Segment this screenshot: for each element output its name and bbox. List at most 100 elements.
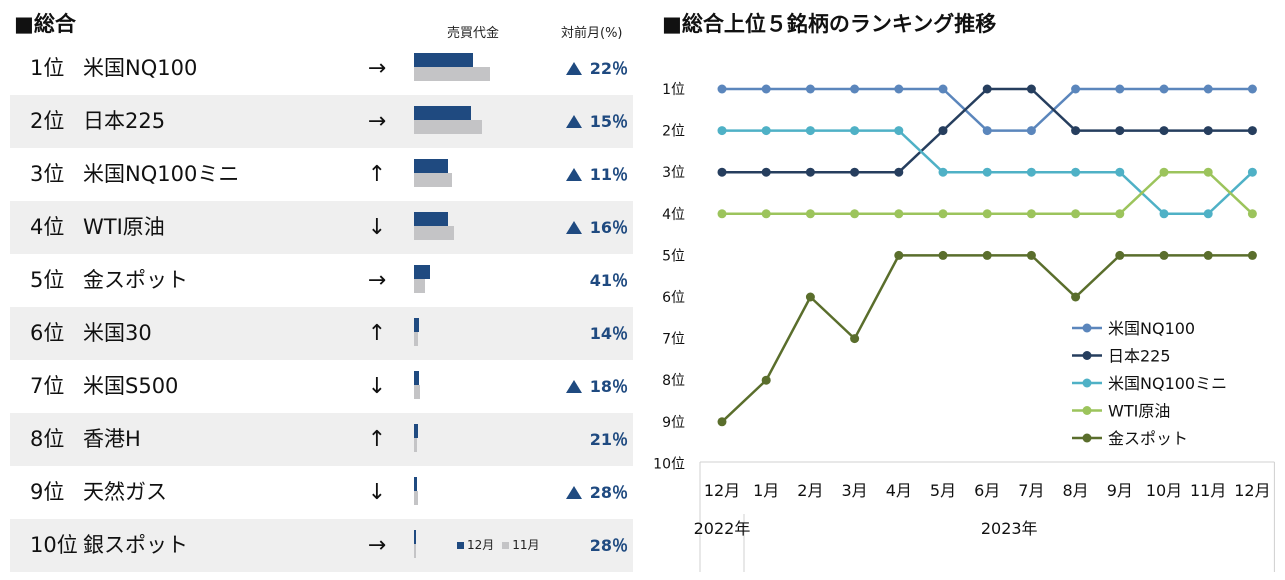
x-tick-label: 8月 xyxy=(1063,481,1089,500)
data-point xyxy=(1026,209,1036,219)
rank-label: 7位 xyxy=(30,374,65,398)
data-point xyxy=(894,250,904,260)
change-value: 21％ xyxy=(590,413,628,466)
y-tick-label: 9位 xyxy=(662,415,685,431)
data-point xyxy=(1203,126,1213,136)
series-line xyxy=(721,254,1253,423)
x-tick-label: 4月 xyxy=(886,481,912,500)
data-point xyxy=(1159,209,1169,219)
change-value: 15％ xyxy=(565,95,628,148)
volume-bar-current xyxy=(414,424,418,438)
change-percent: 15％ xyxy=(589,112,628,131)
data-point xyxy=(1115,209,1125,219)
x-tick-label: 12月 xyxy=(704,481,740,500)
data-point xyxy=(1115,84,1125,94)
change-column-header: 対前月(%) xyxy=(561,26,623,41)
rank-label: 3位 xyxy=(30,162,65,186)
instrument-name: 米国30 xyxy=(83,321,152,345)
volume-bar-current xyxy=(414,265,430,279)
x-tick-label: 9月 xyxy=(1107,481,1133,500)
up-triangle-icon xyxy=(565,486,582,499)
table-row: 4位 WTI原油 ↓ 16％ xyxy=(10,201,633,254)
volume-legend: 12月 11月 xyxy=(457,519,540,572)
up-triangle-icon xyxy=(565,221,582,234)
change-value: 28％ xyxy=(565,466,628,519)
trend-arrow: → xyxy=(367,56,387,81)
table-row: 1位 米国NQ100 → 22％ xyxy=(10,42,633,95)
change-percent: 11％ xyxy=(589,165,628,184)
table-row: 3位 米国NQ100ミニ ↑ 11％ xyxy=(10,148,633,201)
legend-marker xyxy=(1082,406,1092,415)
table-row: 8位 香港H ↑ 21％ xyxy=(10,413,633,466)
volume-bar-current xyxy=(414,318,419,332)
volume-bar-current xyxy=(414,159,448,173)
data-point xyxy=(1247,167,1257,177)
x-tick-label: 6月 xyxy=(974,481,1000,500)
x-tick-label: 5月 xyxy=(930,481,956,500)
data-point xyxy=(1115,126,1125,136)
trend-arrow: ↓ xyxy=(367,374,387,399)
y-tick-label: 10位 xyxy=(653,456,685,472)
volume-bar-previous xyxy=(414,544,416,558)
x-tick-label: 2月 xyxy=(797,481,823,500)
rank-label: 6位 xyxy=(30,321,65,345)
y-tick-label: 2位 xyxy=(662,124,685,140)
rank-label: 5位 xyxy=(30,268,65,292)
data-point xyxy=(1247,250,1257,260)
ranking-line-chart: 1位 2位 3位 4位 5位 6位 7位 8位 9位 10位 12月 1月 2月 3月 4月 5月 6月 7月 8月… xyxy=(653,82,1275,572)
change-value: 22％ xyxy=(565,42,628,95)
trend-arrow: ↑ xyxy=(367,427,387,452)
instrument-name: 米国NQ100ミニ xyxy=(83,162,240,186)
data-point xyxy=(850,84,860,94)
volume-bar-previous xyxy=(414,67,490,81)
data-point xyxy=(1071,292,1081,302)
legend-marker xyxy=(1082,351,1092,360)
data-point xyxy=(717,167,727,177)
change-percent: 14％ xyxy=(589,324,628,343)
data-point xyxy=(1071,167,1081,177)
change-percent: 41％ xyxy=(589,271,628,290)
ranking-title: ■総合 xyxy=(14,12,76,36)
data-point xyxy=(805,167,815,177)
y-tick-label: 4位 xyxy=(662,207,685,223)
volume-bar-previous xyxy=(414,226,454,240)
up-triangle-icon xyxy=(565,62,582,75)
ranking-panel: ■総合 売買代金 対前月(%) 1位 米国NQ100 → 22％ 2位 日本225 → 15％… xyxy=(0,0,640,580)
series-line xyxy=(722,87,1253,132)
data-point xyxy=(761,209,771,219)
instrument-name: 米国NQ100 xyxy=(83,56,198,80)
volume-bar-current xyxy=(414,371,419,385)
data-point xyxy=(1159,84,1169,94)
legend-label: 金スポット xyxy=(1108,429,1188,448)
change-value: 11％ xyxy=(565,148,628,201)
data-point xyxy=(938,250,948,260)
legend-marker xyxy=(1082,378,1092,388)
instrument-name: 金スポット xyxy=(83,268,188,292)
data-point xyxy=(982,84,992,94)
legend-marker xyxy=(1082,323,1092,333)
change-value: 41％ xyxy=(590,254,628,307)
change-value: 16％ xyxy=(565,201,628,254)
legend-previous-label: 11月 xyxy=(512,538,540,552)
data-point xyxy=(894,209,904,219)
legend-marker xyxy=(1082,433,1092,443)
volume-bar-previous xyxy=(414,120,482,134)
legend-label: 日本225 xyxy=(1108,347,1171,366)
y-tick-label: 7位 xyxy=(662,332,685,348)
data-point xyxy=(1159,167,1169,177)
trend-arrow: ↓ xyxy=(367,480,387,505)
volume-bar-current xyxy=(414,53,473,67)
chart-title: ■総合上位５銘柄のランキング推移 xyxy=(662,12,997,36)
x-tick-label: 11月 xyxy=(1190,481,1226,500)
data-point xyxy=(1115,250,1125,260)
table-row: 10位 銀スポット → 12月 11月 28％ xyxy=(10,519,633,572)
y-tick-label: 3位 xyxy=(662,165,685,181)
data-point xyxy=(894,84,904,94)
data-point xyxy=(1247,84,1257,94)
data-point xyxy=(982,209,992,219)
x-tick-label: 3月 xyxy=(842,481,868,500)
volume-bar-current xyxy=(414,106,471,120)
volume-bar-current xyxy=(414,530,416,544)
data-point xyxy=(1071,209,1081,219)
rank-label: 4位 xyxy=(30,215,65,239)
